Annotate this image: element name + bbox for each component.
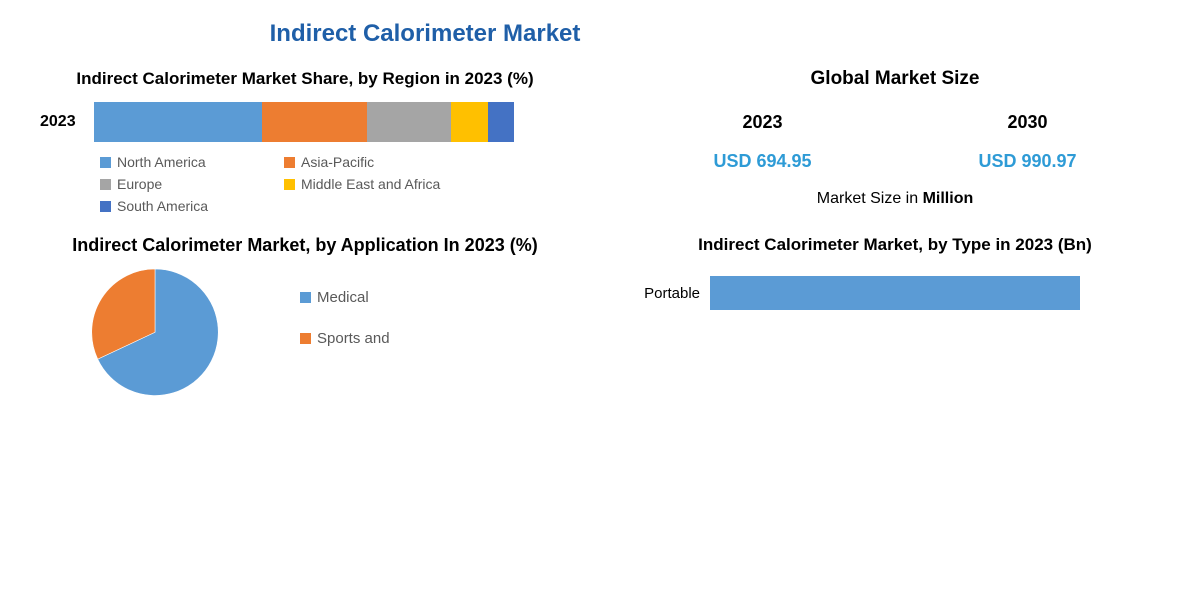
application-pie-wrap: Medical Sports and xyxy=(40,269,570,396)
market-size-values-row: USD 694.95 USD 990.97 xyxy=(630,151,1160,172)
region-segment-4 xyxy=(488,102,513,142)
region-segment-2 xyxy=(367,102,451,142)
market-size-year-0: 2023 xyxy=(742,112,782,133)
region-legend-label-0: North America xyxy=(117,154,206,170)
application-chart-title: Indirect Calorimeter Market, by Applicat… xyxy=(40,234,570,257)
application-legend-item-0: Medical xyxy=(300,289,460,306)
market-size-value-0: USD 694.95 xyxy=(713,151,811,172)
region-stacked-bar xyxy=(94,102,514,142)
type-chart-panel: Indirect Calorimeter Market, by Type in … xyxy=(630,234,1160,396)
application-legend-swatch-0 xyxy=(300,292,311,303)
market-size-title: Global Market Size xyxy=(630,68,1160,90)
region-segment-3 xyxy=(451,102,489,142)
application-legend-item-1: Sports and xyxy=(300,330,460,347)
region-legend-item-0: North America xyxy=(100,154,260,170)
application-legend-label-1: Sports and xyxy=(317,330,390,347)
market-size-note-bold: Million xyxy=(923,190,974,207)
region-year-label: 2023 xyxy=(40,113,76,131)
region-chart-panel: Indirect Calorimeter Market Share, by Re… xyxy=(40,68,570,214)
region-legend-swatch-0 xyxy=(100,157,111,168)
market-size-note: Market Size in Million xyxy=(630,190,1160,208)
region-legend-swatch-1 xyxy=(284,157,295,168)
region-legend-swatch-2 xyxy=(100,179,111,190)
region-legend-swatch-3 xyxy=(284,179,295,190)
region-legend-item-2: Europe xyxy=(100,176,260,192)
region-legend-item-3: Middle East and Africa xyxy=(284,176,444,192)
market-size-panel: Global Market Size 2023 2030 USD 694.95 … xyxy=(630,68,1160,214)
application-legend-label-0: Medical xyxy=(317,289,369,306)
region-stacked-bar-wrap: 2023 xyxy=(40,102,570,142)
market-size-value-1: USD 990.97 xyxy=(978,151,1076,172)
region-legend-swatch-4 xyxy=(100,201,111,212)
page-title: Indirect Calorimeter Market xyxy=(0,20,1160,48)
region-legend-label-3: Middle East and Africa xyxy=(301,176,440,192)
region-legend-item-1: Asia-Pacific xyxy=(284,154,444,170)
application-chart-panel: Indirect Calorimeter Market, by Applicat… xyxy=(40,234,570,396)
region-legend-label-4: South America xyxy=(117,198,208,214)
application-pie-svg xyxy=(40,269,270,396)
region-legend: North America Asia-Pacific Europe Middle Ea… xyxy=(40,154,570,214)
region-legend-item-4: South America xyxy=(100,198,260,214)
type-bar-label-0: Portable xyxy=(630,285,700,302)
region-segment-1 xyxy=(262,102,367,142)
region-segment-0 xyxy=(94,102,262,142)
type-bar-row-0: Portable xyxy=(630,276,1160,310)
market-size-years-row: 2023 2030 xyxy=(630,112,1160,133)
chart-grid: Indirect Calorimeter Market Share, by Re… xyxy=(40,68,1160,396)
type-chart-title: Indirect Calorimeter Market, by Type in … xyxy=(630,234,1160,256)
market-size-note-prefix: Market Size in xyxy=(817,190,923,207)
region-chart-title: Indirect Calorimeter Market Share, by Re… xyxy=(40,68,570,90)
type-bars-container: Portable xyxy=(630,276,1160,310)
application-legend: Medical Sports and xyxy=(300,289,460,347)
region-legend-label-2: Europe xyxy=(117,176,162,192)
application-legend-swatch-1 xyxy=(300,333,311,344)
region-legend-label-1: Asia-Pacific xyxy=(301,154,374,170)
market-size-year-1: 2030 xyxy=(1007,112,1047,133)
type-bar-0 xyxy=(710,276,1080,310)
